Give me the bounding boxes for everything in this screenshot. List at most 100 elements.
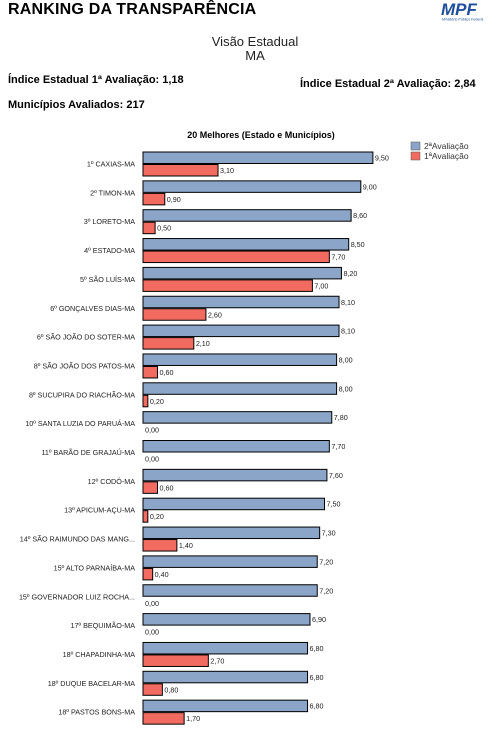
value-label-2a-avaliacao: 6,90 (312, 615, 326, 624)
value-label-1a-avaliacao: 2,60 (208, 310, 222, 319)
chart-row: 5º SÃO LUÍS-MA 8,20 7,00 (80, 266, 357, 292)
bar-2a-avaliacao (142, 180, 362, 193)
subtitle: Visão Estadual MA (0, 35, 497, 63)
bar-2a-avaliacao (142, 353, 338, 366)
value-label-1a-avaliacao: 0,20 (150, 397, 164, 406)
value-label-2a-avaliacao: 8,00 (339, 355, 353, 364)
bar-2a-avaliacao (142, 238, 350, 251)
chart-row: 2º TIMON-MA 9,00 0,90 (90, 180, 377, 206)
value-label-2a-avaliacao: 8,10 (341, 298, 355, 307)
value-label-2a-avaliacao: 7,80 (334, 413, 348, 422)
chart-row: 1º CAXIAS-MA 9,50 3,10 (87, 151, 389, 177)
value-label-1a-avaliacao: 1,40 (179, 541, 193, 550)
chart-row: 8º SUCUPIRA DO RIACHÃO-MA 8,00 0,20 (29, 382, 353, 408)
value-label-1a-avaliacao: 0,90 (167, 195, 181, 204)
bar-1a-avaliacao (142, 481, 159, 494)
value-label-2a-avaliacao: 9,00 (363, 182, 377, 191)
bar-1a-avaliacao (142, 539, 178, 552)
category-label: 6º GONÇALVES DIAS-MA (50, 304, 135, 313)
value-label-1a-avaliacao: 0,00 (145, 628, 159, 637)
value-label-2a-avaliacao: 7,20 (319, 586, 333, 595)
bar-1a-avaliacao (142, 683, 163, 696)
bar-2a-avaliacao (142, 641, 309, 655)
category-label: 8º SÃO JOÃO DOS PATOS-MA (34, 361, 135, 370)
chart-row: 17º BEQUIMÃO-MA 6,90 0,00 (70, 613, 326, 637)
bar-2a-avaliacao (142, 324, 340, 338)
bar-2a-avaliacao (142, 497, 325, 511)
bar-1a-avaliacao (142, 365, 159, 379)
chart-row: 4º ESTADO-MA 8,50 7,70 (84, 238, 365, 264)
category-label: 15º ALTO PARNAÍBA-MA (54, 563, 136, 572)
value-label-2a-avaliacao: 6,80 (310, 702, 324, 711)
chart-row: 18º DUQUE BACELAR-MA 6,80 0,80 (48, 670, 324, 696)
chart-row: 12º CODÓ-MA 7,60 0,60 (88, 468, 343, 494)
report-title: RANKING DA TRANSPARÊNCIA (8, 1, 257, 18)
bar-2a-avaliacao (142, 526, 321, 540)
mpf-logo: MPF Ministério Público Federal (441, 0, 484, 22)
chart-row: 15º GOVERNADOR LUIZ ROCHA... 7,20 0,00 (19, 584, 333, 608)
category-label: 18º PASTOS BONS-MA (58, 708, 135, 717)
bar-2a-avaliacao (142, 584, 318, 597)
state-index-second-evaluation: Índice Estadual 2ª Avaliação: 2,84 (300, 78, 476, 90)
category-label: 18º CHAPADINHA-MA (63, 650, 136, 659)
logo-text: MPF (441, 0, 478, 19)
category-label: 5º SÃO LUÍS-MA (80, 275, 135, 284)
category-label: 14º SÃO RAIMUNDO DAS MANG... (20, 535, 135, 544)
value-label-2a-avaliacao: 9,50 (375, 154, 389, 163)
category-label: 4º ESTADO-MA (84, 246, 135, 255)
bar-2a-avaliacao (142, 209, 352, 222)
bar-2a-avaliacao (142, 295, 340, 309)
bar-1a-avaliacao (142, 279, 313, 292)
legend-label-2a-avaliacao: 2ªAvaliação (424, 141, 469, 151)
category-label: 11º BARÃO DE GRAJAÚ-MA (41, 448, 135, 457)
bar-1a-avaliacao (142, 221, 156, 235)
subtitle-view: Visão Estadual (211, 34, 299, 49)
bar-2a-avaliacao (142, 151, 374, 164)
chart-row: 18º PASTOS BONS-MA 6,80 1,70 (58, 699, 324, 725)
bar-1a-avaliacao (142, 164, 219, 177)
ranking-bar-chart: 20 Melhores (Estado e Municípios) 2ªAvali… (19, 130, 469, 725)
category-label: 13º APICUM-AÇU-MA (64, 506, 135, 515)
chart-row: 15º ALTO PARNAÍBA-MA 7,20 0,40 (54, 555, 333, 581)
value-label-1a-avaliacao: 0,00 (145, 426, 159, 435)
value-label-1a-avaliacao: 0,50 (157, 224, 171, 233)
value-label-1a-avaliacao: 7,70 (331, 253, 345, 262)
value-label-1a-avaliacao: 0,60 (160, 368, 174, 377)
value-label-2a-avaliacao: 7,50 (327, 500, 341, 509)
value-label-2a-avaliacao: 7,20 (319, 557, 333, 566)
chart-row: 11º BARÃO DE GRAJAÚ-MA 7,70 0,00 (41, 440, 345, 464)
chart-row: 6º GONÇALVES DIAS-MA 8,10 2,60 (50, 295, 355, 321)
bar-1a-avaliacao (142, 510, 149, 523)
chart-row: 14º SÃO RAIMUNDO DAS MANG... 7,30 1,40 (20, 526, 336, 552)
value-label-2a-avaliacao: 8,50 (351, 240, 365, 249)
value-label-2a-avaliacao: 8,00 (339, 384, 353, 393)
legend-label-1a-avaliacao: 1ªAvaliação (424, 151, 469, 161)
value-label-1a-avaliacao: 7,00 (314, 281, 328, 290)
category-label: 6º SÃO JOÃO DO SOTER-MA (37, 333, 135, 342)
category-label: 1º CAXIAS-MA (87, 160, 135, 169)
category-label: 18º DUQUE BACELAR-MA (48, 679, 136, 688)
bar-2a-avaliacao (142, 699, 309, 713)
value-label-2a-avaliacao: 8,10 (341, 327, 355, 336)
bar-1a-avaliacao (142, 337, 195, 350)
bar-2a-avaliacao (142, 440, 330, 453)
bar-2a-avaliacao (142, 468, 328, 482)
legend-swatch-2a-avaliacao (410, 141, 421, 151)
chart-row: 13º APICUM-AÇU-MA 7,50 0,20 (64, 497, 341, 523)
bar-1a-avaliacao (142, 712, 185, 725)
category-label: 10º SANTA LUZIA DO PARUÁ-MA (25, 419, 135, 428)
chart-row: 8º SÃO JOÃO DOS PATOS-MA 8,00 0,60 (34, 353, 353, 379)
value-label-1a-avaliacao: 3,10 (220, 166, 234, 175)
category-label: 8º SUCUPIRA DO RIACHÃO-MA (29, 390, 135, 399)
municipalities-evaluated: Municípios Avaliados: 217 (8, 99, 145, 111)
value-label-1a-avaliacao: 0,40 (155, 570, 169, 579)
bar-1a-avaliacao (142, 250, 330, 264)
value-label-1a-avaliacao: 0,00 (145, 599, 159, 608)
subtitle-state: MA (245, 48, 265, 63)
value-label-2a-avaliacao: 6,80 (310, 673, 324, 682)
bar-1a-avaliacao (142, 567, 154, 581)
category-label: 12º CODÓ-MA (88, 477, 136, 486)
value-label-1a-avaliacao: 2,70 (210, 656, 224, 665)
value-label-1a-avaliacao: 0,00 (145, 455, 159, 464)
